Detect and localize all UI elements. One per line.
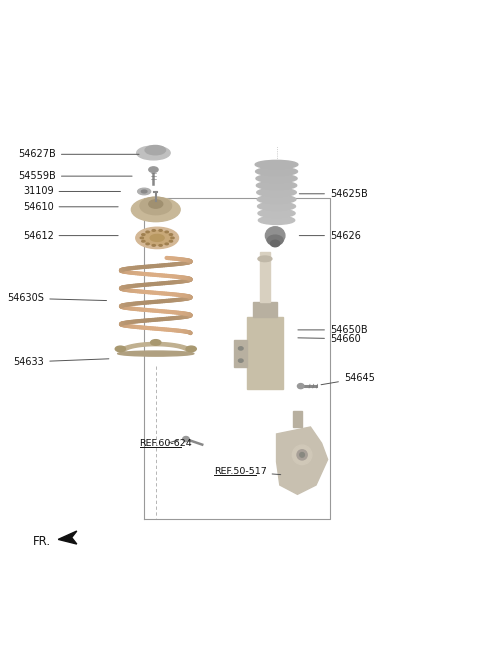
Ellipse shape	[257, 195, 296, 204]
Bar	[252, 302, 277, 317]
Ellipse shape	[256, 181, 297, 190]
Ellipse shape	[145, 145, 166, 155]
Ellipse shape	[271, 240, 280, 247]
Ellipse shape	[292, 445, 312, 464]
Ellipse shape	[159, 230, 162, 231]
Ellipse shape	[265, 227, 285, 244]
Ellipse shape	[256, 174, 297, 183]
Ellipse shape	[140, 237, 144, 238]
Ellipse shape	[183, 436, 189, 442]
Ellipse shape	[297, 450, 307, 460]
Ellipse shape	[258, 216, 295, 225]
Ellipse shape	[165, 231, 168, 233]
Ellipse shape	[257, 188, 296, 196]
Text: 31109: 31109	[23, 187, 120, 196]
Ellipse shape	[152, 244, 156, 246]
Ellipse shape	[149, 167, 158, 172]
Text: 54645: 54645	[321, 373, 375, 385]
Ellipse shape	[136, 227, 179, 248]
Ellipse shape	[298, 384, 304, 389]
Ellipse shape	[151, 340, 161, 345]
Polygon shape	[58, 531, 77, 544]
Bar	[247, 317, 283, 389]
Ellipse shape	[171, 237, 174, 238]
Ellipse shape	[142, 240, 145, 242]
Ellipse shape	[138, 188, 151, 194]
Bar	[293, 411, 302, 427]
Ellipse shape	[169, 240, 173, 242]
Text: REF.50-517: REF.50-517	[214, 467, 281, 476]
Text: 54633: 54633	[13, 357, 109, 367]
Ellipse shape	[300, 453, 304, 457]
Ellipse shape	[169, 234, 173, 235]
Ellipse shape	[118, 351, 194, 356]
Ellipse shape	[142, 190, 147, 193]
Ellipse shape	[143, 231, 171, 245]
Bar	[260, 252, 270, 302]
Ellipse shape	[146, 231, 149, 233]
Text: 54612: 54612	[23, 231, 118, 240]
Ellipse shape	[255, 160, 298, 169]
Ellipse shape	[152, 230, 156, 231]
Polygon shape	[118, 342, 193, 351]
Ellipse shape	[255, 168, 298, 175]
Ellipse shape	[186, 346, 196, 351]
Ellipse shape	[150, 235, 164, 241]
Polygon shape	[276, 427, 328, 494]
Text: 54660: 54660	[298, 334, 360, 344]
Ellipse shape	[258, 209, 295, 217]
Ellipse shape	[142, 234, 145, 235]
Ellipse shape	[239, 347, 243, 350]
Ellipse shape	[159, 244, 162, 246]
Ellipse shape	[132, 198, 180, 221]
Text: 54626: 54626	[300, 231, 361, 240]
Ellipse shape	[258, 202, 296, 210]
Ellipse shape	[239, 359, 243, 362]
Text: REF.60-624: REF.60-624	[140, 439, 192, 448]
Text: 54559B: 54559B	[18, 171, 132, 181]
Ellipse shape	[267, 235, 283, 245]
Text: 54625B: 54625B	[300, 189, 368, 199]
Text: 54627B: 54627B	[18, 149, 139, 159]
Ellipse shape	[165, 243, 168, 244]
Ellipse shape	[115, 346, 125, 351]
Bar	[234, 340, 247, 367]
Ellipse shape	[146, 243, 149, 244]
Ellipse shape	[149, 200, 163, 208]
Text: 54610: 54610	[23, 202, 118, 212]
Ellipse shape	[258, 256, 272, 261]
Text: 54630S: 54630S	[7, 293, 107, 304]
Ellipse shape	[140, 197, 171, 215]
Text: 54650B: 54650B	[298, 325, 368, 335]
Text: FR.: FR.	[33, 535, 51, 548]
Ellipse shape	[137, 146, 170, 160]
